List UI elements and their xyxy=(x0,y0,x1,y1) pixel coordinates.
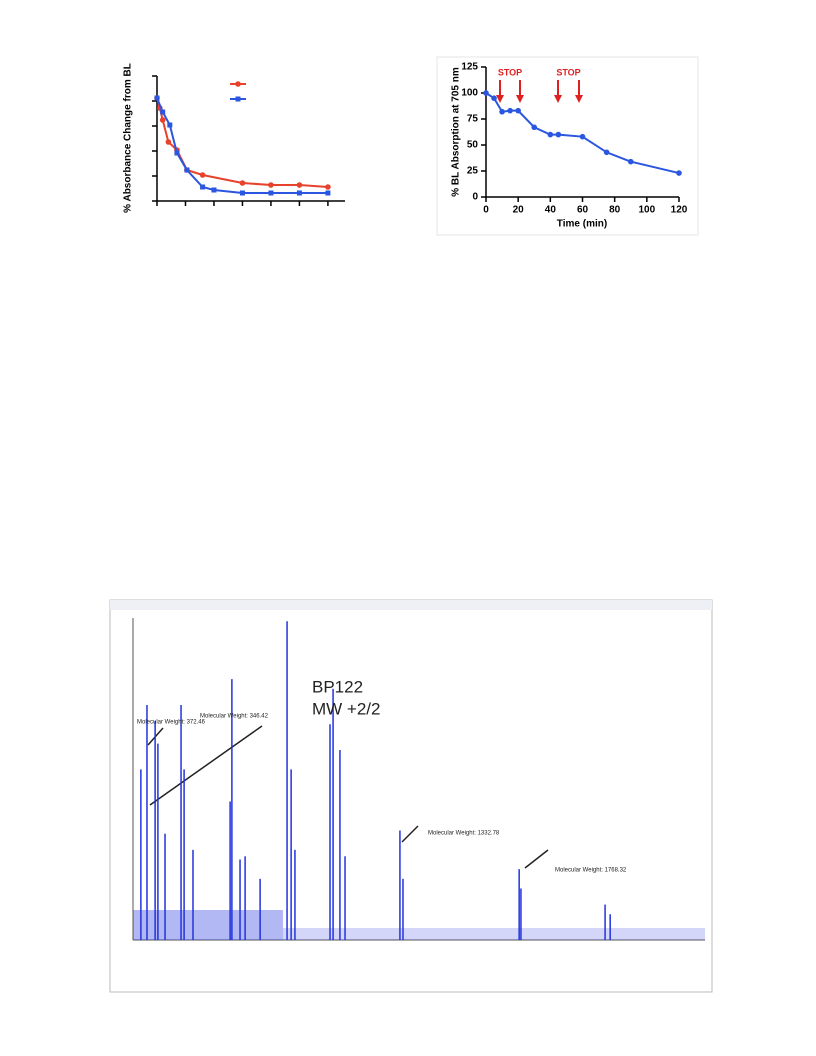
annotation: Molecular Weight: 1768.32 xyxy=(555,868,627,874)
point xyxy=(491,95,497,101)
point xyxy=(154,95,160,101)
annotation: Molecular Weight: 372.46 xyxy=(137,720,206,726)
point xyxy=(159,117,166,123)
point xyxy=(296,182,303,188)
point xyxy=(325,184,331,190)
point xyxy=(483,90,489,96)
point xyxy=(325,190,331,196)
point xyxy=(579,133,586,140)
series-line xyxy=(156,97,328,188)
point xyxy=(531,124,538,131)
annotation: STOP xyxy=(498,67,522,77)
arrow xyxy=(401,825,419,843)
point xyxy=(160,109,166,115)
x-tick-label: 100 xyxy=(638,205,655,216)
annotation: BP122 xyxy=(312,677,363,696)
y-tick-label: 0 xyxy=(472,192,478,203)
point xyxy=(547,131,554,138)
x-tick-label: 60 xyxy=(577,205,589,216)
annotation: MW +2/2 xyxy=(312,699,381,718)
point xyxy=(200,184,206,190)
annotation: STOP xyxy=(556,67,580,77)
arrow-head xyxy=(575,95,583,103)
point xyxy=(167,122,173,128)
y-axis-label: % Absorbance Change from BL xyxy=(123,63,134,213)
annotation: Molecular Weight: 346.42 xyxy=(200,714,269,720)
point xyxy=(603,149,610,156)
point xyxy=(499,108,505,115)
spectrum-titlebar xyxy=(110,600,712,610)
point xyxy=(239,180,246,186)
point xyxy=(555,131,562,138)
x-tick-label: 120 xyxy=(671,205,688,216)
point xyxy=(239,190,245,196)
series-line xyxy=(485,92,680,175)
arrow xyxy=(149,725,263,806)
annotation: Molecular Weight: 1332.78 xyxy=(428,831,500,837)
y-tick-label: 100 xyxy=(461,88,478,99)
x-tick-label: 20 xyxy=(513,205,525,216)
point xyxy=(174,150,180,156)
point xyxy=(296,190,302,196)
point xyxy=(165,139,172,145)
point xyxy=(507,107,513,114)
point xyxy=(676,170,682,176)
baseline-noise xyxy=(283,928,705,940)
point xyxy=(627,158,634,165)
legend-marker xyxy=(235,81,241,87)
arrow-head xyxy=(496,95,504,103)
point xyxy=(515,107,521,114)
y-tick-label: 125 xyxy=(461,62,478,73)
arrow xyxy=(524,849,549,869)
point xyxy=(268,190,274,196)
arrow-head xyxy=(516,95,524,103)
point xyxy=(199,172,206,178)
point xyxy=(268,182,274,188)
y-tick-label: 25 xyxy=(467,166,479,177)
x-tick-label: 40 xyxy=(545,205,557,216)
y-tick-label: 75 xyxy=(467,114,479,125)
point xyxy=(184,167,190,173)
figure-frame xyxy=(436,56,699,236)
y-tick-label: 50 xyxy=(467,140,479,151)
x-tick-label: 80 xyxy=(609,205,621,216)
series-line xyxy=(156,97,328,194)
point xyxy=(211,187,217,193)
x-tick-label: 0 xyxy=(483,205,489,216)
arrow-head xyxy=(554,95,562,103)
x-axis-label: Time (min) xyxy=(557,219,607,230)
y-axis-label: % BL Absorption at 705 nm xyxy=(451,67,462,197)
legend-marker xyxy=(235,96,241,102)
